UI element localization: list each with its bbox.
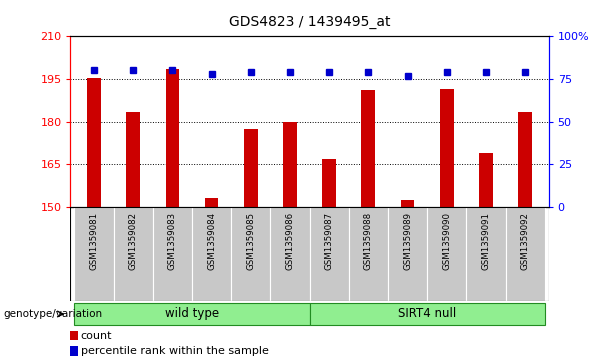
Bar <box>270 207 310 301</box>
Bar <box>518 112 532 207</box>
Text: GDS4823 / 1439495_at: GDS4823 / 1439495_at <box>229 15 390 29</box>
Bar <box>310 207 349 301</box>
Bar <box>479 153 493 207</box>
Bar <box>388 207 427 301</box>
Text: GSM1359082: GSM1359082 <box>129 212 138 270</box>
Bar <box>74 207 113 301</box>
Text: GSM1359081: GSM1359081 <box>89 212 99 270</box>
Bar <box>427 207 466 301</box>
Text: GSM1359091: GSM1359091 <box>481 212 490 270</box>
Text: SIRT4 null: SIRT4 null <box>398 307 456 320</box>
Text: count: count <box>80 331 112 340</box>
Bar <box>205 198 218 207</box>
Bar <box>283 122 297 207</box>
Bar <box>87 78 101 207</box>
Bar <box>231 207 270 301</box>
Bar <box>322 159 336 207</box>
Text: GSM1359087: GSM1359087 <box>325 212 333 270</box>
Bar <box>192 207 231 301</box>
Text: GSM1359088: GSM1359088 <box>364 212 373 270</box>
Bar <box>70 346 78 356</box>
Bar <box>310 302 545 325</box>
Text: GSM1359089: GSM1359089 <box>403 212 412 270</box>
Text: GSM1359083: GSM1359083 <box>168 212 177 270</box>
Bar <box>349 207 388 301</box>
Text: GSM1359086: GSM1359086 <box>286 212 294 270</box>
Text: genotype/variation: genotype/variation <box>3 309 102 319</box>
Bar <box>70 331 78 340</box>
Text: GSM1359084: GSM1359084 <box>207 212 216 270</box>
Bar <box>506 207 545 301</box>
Bar <box>113 207 153 301</box>
Text: GSM1359090: GSM1359090 <box>442 212 451 270</box>
Text: wild type: wild type <box>165 307 219 320</box>
Bar <box>126 112 140 207</box>
Text: GSM1359085: GSM1359085 <box>246 212 255 270</box>
Bar <box>244 129 257 207</box>
Bar <box>401 200 414 207</box>
Bar <box>166 69 179 207</box>
Text: GSM1359092: GSM1359092 <box>520 212 530 270</box>
Bar <box>362 90 375 207</box>
Bar <box>440 89 454 207</box>
Bar <box>153 207 192 301</box>
Bar <box>466 207 506 301</box>
Text: percentile rank within the sample: percentile rank within the sample <box>80 346 268 356</box>
Bar <box>74 302 310 325</box>
